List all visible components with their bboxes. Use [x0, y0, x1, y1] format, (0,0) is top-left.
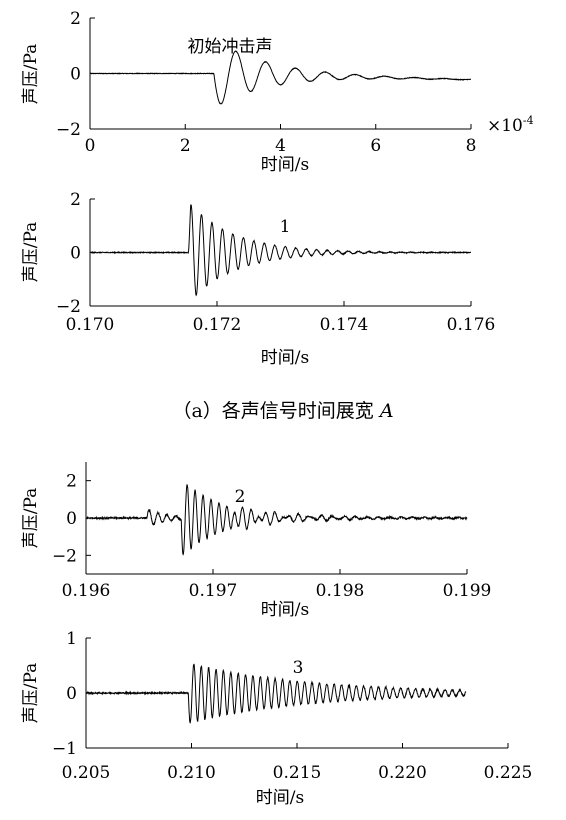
x-tick-label: 0.210 [167, 763, 216, 783]
y-axis-label: 声压/Pa [21, 488, 41, 549]
multiplier-exponent: -4 [523, 114, 534, 127]
waveform-line [85, 663, 467, 724]
x-tick-label: 0.198 [316, 581, 365, 601]
x-tick-label: 0.225 [484, 763, 533, 783]
y-tick-label: −2 [56, 120, 81, 140]
x-tick-label: 0.176 [447, 315, 496, 335]
x-axis-label: 时间/s [261, 155, 309, 175]
x-tick-label: 0.196 [62, 581, 111, 601]
waveform-line [89, 204, 472, 297]
waveform-line [85, 484, 468, 556]
x-axis-label: 时间/s [261, 600, 309, 620]
x-tick-label: 0.197 [189, 581, 238, 601]
chart-panel-2: 2 0 −20.170 0.172 0.174 0.176 声压/Pa 时间/s 1 [21, 190, 495, 368]
x-tick-label: 8 [466, 136, 477, 156]
y-tick-label: 0 [66, 684, 77, 704]
annotation-label: 1 [280, 217, 291, 237]
x-tick-label: 0 [85, 136, 96, 156]
y-tick-label: 0 [66, 509, 77, 529]
waveform-line [89, 50, 472, 105]
multiplier-base: ×10 [487, 116, 523, 136]
y-tick-label: 2 [70, 190, 81, 210]
annotation-label: 2 [235, 487, 246, 507]
x-tick-label: 0.174 [320, 315, 369, 335]
x-tick-label: 4 [275, 136, 286, 156]
chart-panel-3: 2 0 −2 0.196 0.197 0.198 0.199 声压/Pa 时间/s 2 [21, 462, 491, 620]
x-tick-label: 2 [180, 136, 191, 156]
x-tick-label: 6 [370, 136, 381, 156]
chart-panel-4: 1 0 −1 0.205 0.210 0.215 0.220 0.225 声压/Pa 时间/s 3 [21, 629, 532, 808]
x-tick-label: 0.220 [378, 763, 427, 783]
y-axis-label: 声压/Pa [21, 44, 41, 105]
y-tick-label: −2 [52, 546, 77, 566]
y-tick-label: 2 [66, 472, 77, 492]
y-tick-label: −2 [56, 297, 81, 317]
y-axis-label: 声压/Pa [21, 663, 41, 724]
figure-caption: （a）各声信号时间展宽 A [172, 400, 393, 422]
x-tick-label: 0.205 [62, 763, 111, 783]
annotation-label: 3 [293, 658, 304, 678]
x-tick-label: 0.170 [66, 315, 115, 335]
x-axis-label: 时间/s [256, 788, 304, 808]
x-tick-label: 0.215 [273, 763, 322, 783]
caption-prefix: （a）各声信号时间展宽 [172, 400, 379, 422]
y-tick-label: 2 [70, 9, 81, 29]
y-axis-label: 声压/Pa [21, 222, 41, 283]
x-tick-label: 0.172 [193, 315, 242, 335]
y-tick-label: 0 [70, 65, 81, 85]
y-tick-label: −1 [52, 739, 77, 759]
y-tick-label: 1 [66, 629, 77, 649]
x-axis-label: 时间/s [261, 348, 309, 368]
caption-italic: A [378, 400, 394, 422]
annotation-label: 初始冲击声 [188, 37, 273, 57]
x-tick-label: 0.199 [443, 581, 492, 601]
y-tick-label: 0 [70, 244, 81, 264]
x-axis-multiplier: ×10-4 [487, 114, 534, 136]
